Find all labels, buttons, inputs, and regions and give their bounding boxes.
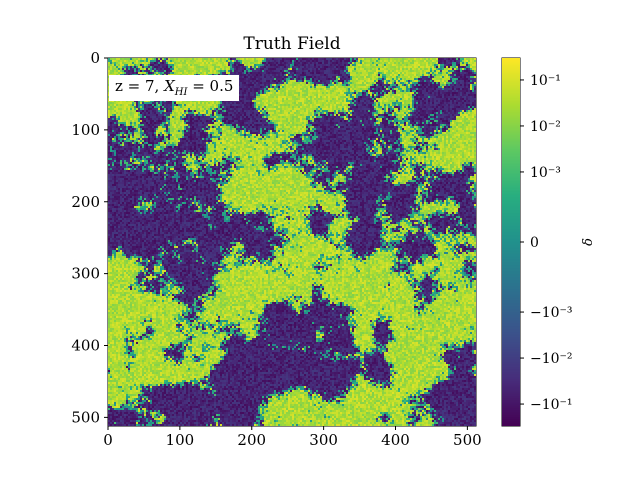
y-tick-label: 400 (71, 337, 100, 355)
annotation-suffix: = 0.5 (187, 77, 234, 95)
colorbar-gradient (502, 58, 520, 426)
y-tick-label: 200 (71, 193, 100, 211)
x-tick-label: 500 (453, 431, 482, 449)
colorbar-tick-label: −10⁻³ (530, 305, 573, 321)
colorbar-tick-label: 10⁻³ (530, 165, 561, 181)
colorbar-tick-label: 0 (530, 235, 539, 251)
x-tick-label: 300 (309, 431, 338, 449)
x-tick-label: 0 (103, 431, 113, 449)
y-tick-label: 0 (90, 49, 100, 67)
annotation-var: X (164, 77, 175, 95)
y-tick-label: 500 (71, 408, 100, 426)
x-axis: 0 100 200 300 400 500 (103, 426, 482, 449)
annotation-prefix: z = 7, (115, 77, 165, 95)
y-tick-label: 300 (71, 265, 100, 283)
y-tick-label: 100 (71, 121, 100, 139)
colorbar-tick-label: −10⁻¹ (530, 397, 573, 413)
annotation-sub: HI (174, 87, 188, 98)
annotation-box: z = 7, XHI = 0.5 (109, 75, 240, 101)
chart-title: Truth Field (243, 34, 340, 54)
x-tick-label: 200 (237, 431, 266, 449)
y-axis: 0 100 200 300 400 500 (71, 49, 108, 426)
heatmap-image (108, 58, 476, 426)
colorbar-tick-label: 10⁻¹ (530, 73, 561, 89)
x-tick-label: 100 (166, 431, 195, 449)
x-tick-label: 400 (381, 431, 410, 449)
colorbar-label: δ (581, 238, 596, 246)
colorbar-tick-label: 10⁻² (530, 119, 561, 135)
colorbar-tick-label: −10⁻² (530, 351, 573, 367)
colorbar-axis: 10⁻¹ 10⁻² 10⁻³ 0 −10⁻³ −10⁻² −10⁻¹ (520, 73, 573, 413)
